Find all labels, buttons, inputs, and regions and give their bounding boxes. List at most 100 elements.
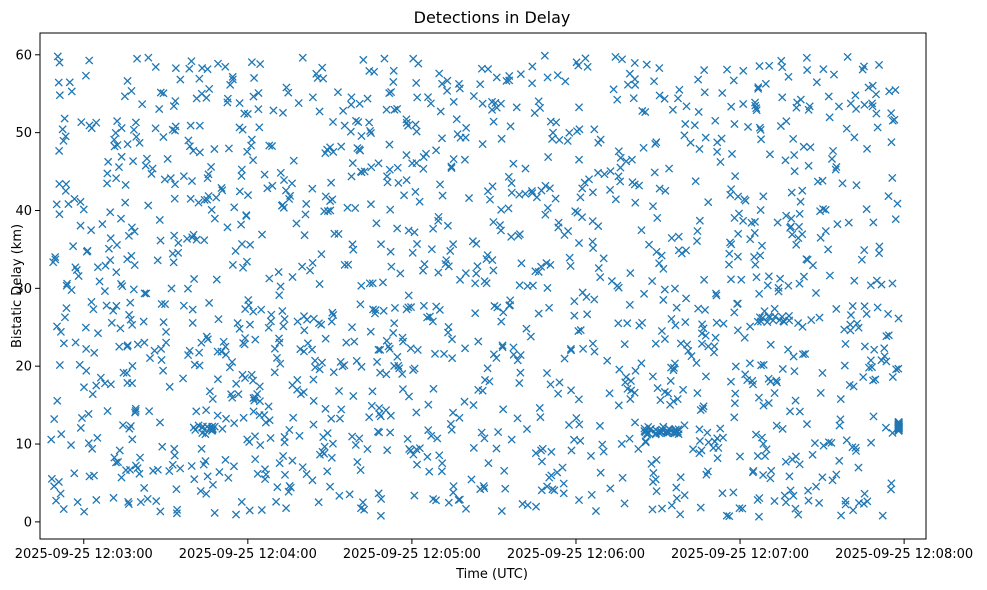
data-point-marker: [404, 226, 413, 235]
data-point-marker: [885, 87, 894, 96]
data-point-marker: [443, 221, 452, 230]
data-point-marker: [852, 104, 861, 114]
data-point-marker: [454, 79, 464, 88]
data-point-marker: [365, 66, 374, 75]
data-point-marker: [390, 303, 400, 312]
data-point-marker: [755, 62, 764, 71]
data-point-marker: [372, 219, 381, 228]
data-point-marker: [419, 152, 428, 162]
data-point-marker: [437, 134, 447, 143]
data-point-marker: [741, 370, 750, 379]
data-point-marker: [368, 387, 377, 396]
data-point-marker: [366, 126, 375, 135]
data-point-marker: [860, 489, 869, 498]
data-point-marker: [161, 327, 171, 336]
data-point-marker: [770, 389, 779, 398]
data-point-marker: [660, 334, 669, 344]
data-point-marker: [574, 238, 584, 248]
data-point-marker: [390, 319, 399, 328]
data-point-marker: [461, 133, 470, 142]
data-point-marker: [667, 234, 676, 243]
data-point-marker: [113, 117, 122, 126]
data-point-marker: [279, 322, 288, 331]
data-point-marker: [625, 434, 634, 443]
data-point-marker: [88, 390, 97, 399]
data-point-marker: [313, 73, 322, 82]
data-point-marker: [657, 251, 666, 260]
data-point-marker: [412, 127, 421, 136]
data-point-marker: [311, 363, 320, 372]
data-point-marker: [380, 54, 389, 63]
y-tick-label: 40: [15, 204, 32, 219]
data-point-marker: [233, 319, 242, 328]
data-point-marker: [725, 512, 734, 521]
data-point-marker: [238, 370, 247, 379]
data-point-marker: [219, 337, 228, 346]
data-point-marker: [151, 124, 160, 133]
data-point-marker: [667, 314, 676, 323]
data-point-marker: [425, 467, 434, 476]
data-point-marker: [185, 142, 194, 151]
data-point-marker: [195, 121, 204, 130]
data-point-marker: [157, 355, 166, 365]
data-point-marker: [888, 372, 897, 382]
data-point-marker: [668, 105, 677, 114]
data-point-marker: [124, 497, 133, 506]
data-point-marker: [161, 300, 170, 309]
data-point-marker: [92, 495, 101, 505]
data-point-marker: [782, 117, 791, 126]
data-point-marker: [408, 159, 417, 168]
data-point-marker: [840, 361, 849, 370]
data-point-marker: [427, 245, 436, 254]
data-point-marker: [646, 425, 655, 434]
data-point-marker: [818, 473, 827, 482]
data-point-marker: [701, 331, 710, 340]
data-point-marker: [567, 446, 576, 455]
data-point-marker: [280, 438, 289, 447]
data-point-marker: [319, 432, 328, 442]
data-point-marker: [106, 234, 115, 243]
data-point-marker: [712, 291, 721, 300]
data-point-marker: [221, 62, 230, 71]
data-point-marker: [237, 165, 246, 174]
data-point-marker: [567, 386, 576, 395]
data-point-marker: [93, 263, 102, 272]
data-point-marker: [623, 384, 632, 393]
data-point-marker: [213, 375, 222, 384]
data-point-marker: [386, 428, 395, 437]
data-point-marker: [859, 372, 868, 382]
data-point-marker: [249, 394, 258, 403]
data-point-marker: [796, 95, 805, 104]
data-point-marker: [611, 195, 620, 204]
data-point-marker: [104, 244, 113, 253]
data-point-marker: [317, 250, 326, 259]
data-point-marker: [614, 147, 623, 156]
data-point-marker: [446, 246, 455, 256]
data-point-marker: [355, 99, 364, 108]
data-point-marker: [85, 121, 94, 130]
data-point-marker: [660, 285, 669, 294]
data-point-marker: [158, 442, 167, 451]
data-point-marker: [832, 470, 841, 479]
data-point-marker: [135, 138, 144, 147]
data-point-marker: [190, 360, 199, 369]
data-point-marker: [778, 424, 787, 433]
data-point-marker: [444, 262, 453, 271]
data-point-marker: [82, 366, 91, 375]
data-point-marker: [860, 342, 869, 351]
data-point-marker: [656, 396, 665, 405]
data-point-marker: [504, 172, 513, 181]
data-point-marker: [588, 188, 597, 197]
data-point-marker: [100, 379, 110, 388]
data-point-marker: [735, 504, 744, 513]
data-point-marker: [748, 468, 757, 477]
data-point-marker: [816, 233, 825, 242]
data-point-marker: [250, 73, 259, 83]
data-point-marker: [210, 214, 219, 223]
data-point-marker: [208, 422, 217, 431]
data-point-marker: [333, 88, 342, 97]
data-point-marker: [168, 249, 177, 258]
data-point-marker: [170, 444, 179, 453]
data-point-marker: [436, 107, 445, 116]
data-point-marker: [584, 175, 594, 184]
